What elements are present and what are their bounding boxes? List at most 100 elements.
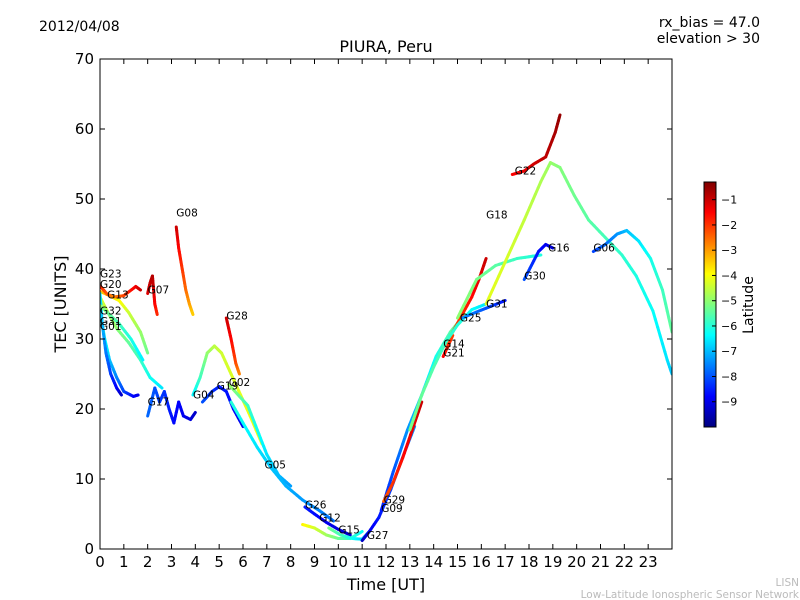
series-segment	[144, 348, 150, 355]
y-tick-label: 70	[75, 50, 94, 68]
y-tick-label: 0	[84, 540, 94, 558]
series-g29	[382, 400, 424, 503]
satellite-label-g04: G04	[193, 390, 215, 402]
series-g25	[408, 302, 488, 432]
x-axis-ticks: 0 1 2 3 4 5 6 7 8 9 10 11 12 13 14 15 16 17 18 19 20 21 22 23	[95, 59, 658, 571]
series-segment	[138, 287, 143, 292]
series-g08	[174, 225, 195, 316]
colorbar	[703, 181, 717, 428]
colorbar-label: Latitude	[741, 276, 757, 334]
x-tick-label: 11	[353, 553, 372, 571]
colorbar-tick-label: −2	[721, 219, 737, 232]
satellite-label-g07: G07	[148, 285, 170, 297]
footer-lisn: LISN	[776, 577, 799, 589]
y-axis-label: TEC [UNITS]	[51, 256, 70, 354]
series-segment	[119, 392, 123, 397]
series-g16	[484, 161, 672, 376]
series-g28	[224, 316, 241, 376]
satellite-label-g27: G27	[367, 530, 389, 542]
satellite-label-g25: G25	[460, 313, 482, 325]
y-tick-label: 10	[75, 470, 94, 488]
y-tick-label: 30	[75, 330, 94, 348]
x-axis-label: Time [UT]	[346, 575, 425, 594]
series-segment	[501, 299, 507, 303]
colorbar-tick-label: −7	[721, 345, 737, 358]
satellite-label-g28: G28	[226, 310, 248, 322]
x-tick-label: 23	[639, 553, 658, 571]
elevation-label: elevation > 30	[657, 31, 760, 47]
series-g22	[510, 113, 562, 176]
series-segment	[190, 311, 195, 316]
series-g05	[229, 400, 336, 523]
series-segment	[287, 482, 293, 488]
series-segment	[139, 355, 145, 362]
series-segment	[346, 532, 352, 537]
x-tick-label: 21	[591, 553, 610, 571]
series-g31	[100, 303, 145, 362]
satellite-label-g09: G09	[381, 503, 403, 515]
series-segment	[550, 245, 555, 250]
series-segment	[158, 384, 164, 390]
colorbar-tick-label: −5	[721, 295, 737, 308]
satellite-label-g06: G06	[593, 243, 615, 255]
series-segment	[418, 400, 424, 409]
y-tick-label: 60	[75, 120, 94, 138]
x-tick-label: 10	[329, 553, 348, 571]
satellite-label-g23: G23	[100, 268, 122, 280]
series-segment	[237, 370, 241, 376]
y-tick-label: 20	[75, 400, 94, 418]
series-segment	[557, 113, 562, 120]
satellite-label-g26: G26	[305, 499, 327, 511]
series-segment	[358, 530, 364, 535]
x-tick-label: 18	[519, 553, 538, 571]
footer-network: Low-Latitude Ionospheric Sensor Network	[581, 589, 800, 600]
series-g21	[441, 334, 455, 358]
series-segment	[239, 422, 245, 428]
satellite-label-g19: G19	[217, 380, 239, 392]
satellite-label-g29: G29	[384, 495, 406, 507]
series-segment	[193, 411, 197, 416]
satellite-label-g08: G08	[176, 208, 198, 220]
satellite-label-g17: G17	[148, 397, 170, 409]
satellite-label-g01: G01	[100, 321, 122, 333]
x-tick-label: 13	[400, 553, 419, 571]
x-tick-label: 20	[567, 553, 586, 571]
chart-title: PIURA, Peru	[339, 37, 432, 56]
series-g02	[227, 383, 293, 488]
x-tick-label: 17	[496, 553, 515, 571]
x-tick-label: 8	[286, 553, 296, 571]
x-tick-label: 0	[95, 553, 105, 571]
satellite-label-g13: G13	[107, 289, 128, 301]
colorbar-tick-label: −1	[721, 194, 737, 207]
x-tick-label: 5	[214, 553, 224, 571]
series-g31	[460, 299, 507, 320]
x-tick-label: 15	[448, 553, 467, 571]
series-segment	[329, 517, 336, 523]
plot-area	[100, 59, 672, 549]
satellite-label-g02: G02	[229, 377, 251, 389]
satellite-label-g12: G12	[319, 513, 341, 525]
colorbar-tick-label: −3	[721, 244, 737, 257]
x-tick-label: 4	[191, 553, 201, 571]
satellite-label-g31: G31	[100, 316, 122, 328]
satellite-label-g30: G30	[524, 271, 546, 283]
satellite-label-g22: G22	[515, 166, 537, 178]
rx-bias-label: rx_bias = 47.0	[659, 15, 760, 31]
x-tick-label: 22	[615, 553, 634, 571]
x-tick-label: 7	[262, 553, 272, 571]
series-g17	[146, 386, 197, 425]
x-tick-label: 3	[167, 553, 177, 571]
x-tick-label: 12	[376, 553, 395, 571]
series-g26	[303, 505, 352, 537]
satellite-label-g15: G15	[338, 525, 360, 537]
satellite-label-g05: G05	[264, 460, 286, 472]
series-g06	[591, 229, 672, 334]
series-segment	[450, 334, 455, 339]
colorbar-tick-label: −8	[721, 370, 737, 383]
y-tick-label: 40	[75, 260, 94, 278]
x-tick-label: 9	[310, 553, 320, 571]
colorbar-ticks: −1 −2 −3 −4 −5 −6 −7 −8 −9	[712, 194, 737, 409]
satellite-label-g14: G14	[443, 338, 465, 350]
